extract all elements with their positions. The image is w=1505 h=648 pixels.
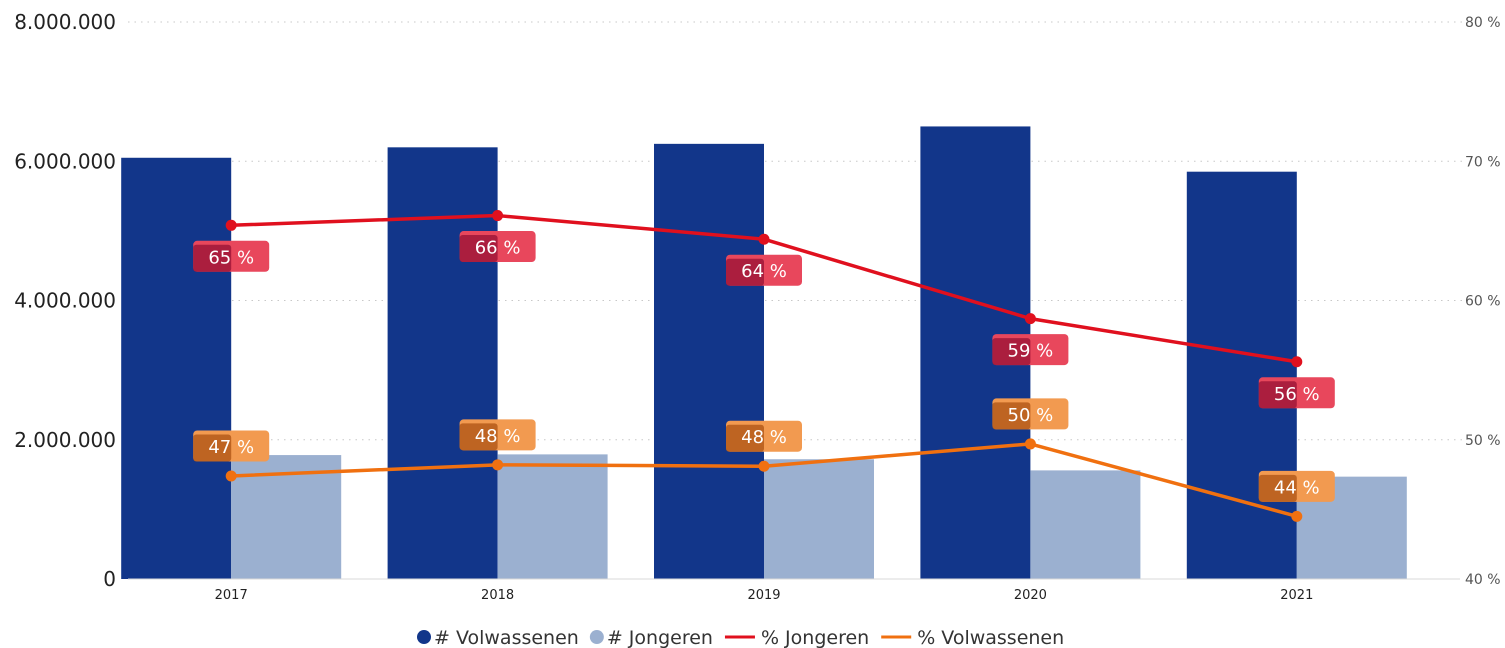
data-label-text: 48 %: [475, 426, 521, 447]
bar-jongeren: [764, 459, 874, 579]
data-label-shade: [193, 244, 232, 272]
data-label-text: 44 %: [1274, 477, 1320, 498]
bar-volwassenen: [121, 157, 232, 580]
line-point: [225, 219, 237, 231]
bar-jongeren: [497, 454, 608, 579]
x-tick-label: 2021: [1280, 588, 1313, 603]
legend-label: % Volwassenen: [917, 627, 1064, 648]
x-tick-label: 2020: [1014, 588, 1047, 603]
x-tick-label: 2019: [747, 588, 780, 603]
y-left-tick-label: 6.000.000: [14, 149, 116, 173]
data-label-volwassenen: 44 %: [1258, 470, 1335, 502]
data-label-shade: [193, 434, 232, 462]
y-left-tick-label: 0: [103, 567, 116, 591]
data-label-text: 64 %: [741, 261, 787, 282]
line-point: [492, 210, 504, 222]
data-label-shade: [459, 423, 498, 451]
y-left-tick-label: 2.000.000: [14, 428, 116, 452]
legend-marker: [589, 630, 604, 644]
line-point: [1291, 510, 1303, 522]
line-point: [758, 233, 770, 245]
data-label-shade: [459, 235, 498, 263]
data-label-shade: [1258, 474, 1297, 502]
legend-label: % Jongeren: [761, 627, 869, 648]
legend-label: # Volwassenen: [434, 627, 579, 648]
data-label-shade: [1258, 381, 1297, 409]
line-point: [225, 470, 237, 482]
line-point: [1024, 438, 1036, 450]
legend-label: # Jongeren: [607, 627, 713, 648]
bar-volwassenen: [1186, 171, 1297, 579]
y-left-tick-label: 8.000.000: [14, 10, 116, 34]
line-point: [1291, 356, 1303, 368]
data-label-jongeren: 56 %: [1258, 377, 1335, 409]
data-label-text: 59 %: [1008, 341, 1054, 362]
data-label-text: 48 %: [741, 427, 787, 448]
lines: [225, 210, 1303, 522]
bar-volwassenen: [387, 147, 498, 579]
bar-volwassenen: [654, 143, 764, 579]
data-label-text: 66 %: [475, 238, 521, 259]
data-label-shade: [992, 402, 1031, 430]
y-right-tick-label: 80 %: [1465, 15, 1501, 31]
x-tick-label: 2017: [215, 588, 248, 603]
x-tick-label: 2018: [481, 588, 514, 603]
data-label-text: 65 %: [208, 247, 254, 268]
y-right-tick-label: 70 %: [1465, 154, 1501, 170]
y-right-tick-label: 60 %: [1465, 294, 1501, 310]
data-label-jongeren: 66 %: [459, 231, 536, 263]
data-label-volwassenen: 47 %: [193, 430, 270, 462]
legend-marker: [417, 630, 431, 644]
y-right-tick-label: 40 %: [1465, 572, 1501, 588]
data-label-volwassenen: 48 %: [726, 420, 802, 452]
data-label-shade: [726, 424, 764, 452]
data-label-shade: [726, 258, 764, 286]
bar-jongeren: [1030, 470, 1141, 579]
data-label-jongeren: 64 %: [726, 254, 802, 286]
data-label-shade: [992, 338, 1031, 366]
line-point: [758, 460, 770, 472]
bars: [121, 126, 1407, 580]
data-label-text: 56 %: [1274, 384, 1320, 405]
y-left-tick-label: 4.000.000: [14, 289, 116, 313]
y-right-tick-label: 50 %: [1465, 433, 1501, 449]
data-label-text: 47 %: [208, 437, 254, 458]
data-label-jongeren: 59 %: [992, 334, 1069, 366]
line-point: [1024, 313, 1036, 325]
data-label-jongeren: 65 %: [193, 240, 270, 272]
data-label-volwassenen: 48 %: [459, 419, 536, 451]
data-label-text: 50 %: [1008, 405, 1054, 426]
line-point: [492, 459, 504, 471]
legend: # Volwassenen # Jongeren % Jongeren % Volwa…: [417, 627, 1064, 648]
data-label-volwassenen: 50 %: [992, 398, 1069, 430]
data-labels: 65 % 66 % 64 % 59 % 56 % 47 % 48 % 48 % 50 % 44 %: [193, 231, 1335, 502]
axes: 0 40 % 2.000.000 50 % 4.000.000 60 % 6.000.000…: [14, 10, 1500, 603]
